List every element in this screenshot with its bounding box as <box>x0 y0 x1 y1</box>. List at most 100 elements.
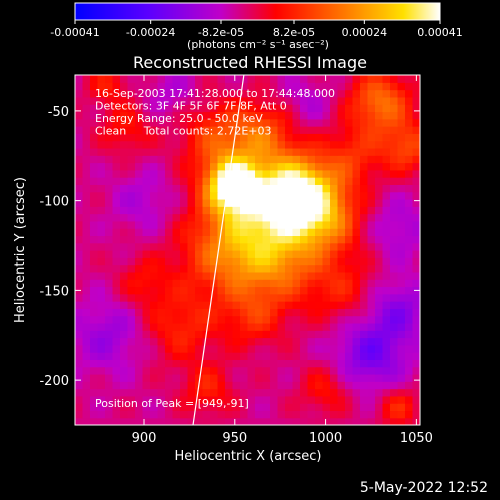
heatmap-cell <box>75 169 84 178</box>
heatmap-cell <box>367 410 376 419</box>
heatmap-cell <box>337 381 346 390</box>
heatmap-cell <box>367 344 376 353</box>
heatmap-cell <box>292 366 301 375</box>
heatmap-cell <box>105 410 114 419</box>
heatmap-cell <box>330 184 339 193</box>
heatmap-cell <box>135 352 144 360</box>
heatmap-cell <box>165 198 174 207</box>
heatmap-cell <box>232 279 241 288</box>
heatmap-cell <box>285 417 294 425</box>
heatmap-cell <box>112 242 121 251</box>
heatmap-cell <box>405 352 414 360</box>
heatmap-cell <box>412 301 420 309</box>
heatmap-cell <box>270 388 279 397</box>
heatmap-cell <box>397 140 406 149</box>
heatmap-cell <box>307 381 316 390</box>
heatmap-cell <box>105 235 114 244</box>
colorbar-tick-label: -0.00024 <box>126 26 175 39</box>
heatmap-cell <box>375 279 384 288</box>
heatmap-cell <box>390 96 399 105</box>
heatmap-cell <box>277 366 286 375</box>
heatmap-cell <box>112 213 121 222</box>
heatmap-cell <box>217 395 226 404</box>
heatmap-cell <box>405 104 414 113</box>
heatmap-cell <box>307 250 316 258</box>
heatmap-cell <box>285 264 294 273</box>
heatmap-cell <box>382 118 391 127</box>
heatmap-cell <box>240 104 249 113</box>
heatmap-cell <box>97 271 106 280</box>
heatmap-cell <box>225 403 234 412</box>
heatmap-cell <box>270 75 279 83</box>
heatmap-cell <box>172 344 181 353</box>
heatmap-cell <box>382 301 391 309</box>
heatmap-cell <box>150 359 159 368</box>
heatmap-cell <box>352 410 361 419</box>
heatmap-cell <box>150 381 159 390</box>
heatmap-cell <box>300 213 309 222</box>
heatmap-cell <box>90 184 99 193</box>
heatmap-cell <box>135 359 144 368</box>
heatmap-cell <box>300 198 309 207</box>
heatmap-cell <box>397 337 406 346</box>
heatmap-cell <box>300 264 309 273</box>
heatmap-cell <box>82 177 91 185</box>
heatmap-cell <box>315 155 324 164</box>
heatmap-cell <box>412 111 420 120</box>
heatmap-cell <box>210 381 219 390</box>
heatmap-cell <box>247 330 256 339</box>
heatmap-cell <box>232 257 241 266</box>
heatmap-cell <box>277 147 286 156</box>
heatmap-cell <box>187 264 196 273</box>
heatmap-cell <box>195 395 204 404</box>
heatmap-cell <box>255 293 264 302</box>
heatmap-cell <box>345 264 354 273</box>
heatmap-cell <box>285 184 294 193</box>
heatmap-cell <box>172 271 181 280</box>
heatmap-cell <box>97 228 106 237</box>
heatmap-cell <box>225 279 234 288</box>
heatmap-cell <box>120 140 129 149</box>
heatmap-cell <box>315 315 324 324</box>
heatmap-cell <box>345 359 354 368</box>
heatmap-cell <box>187 126 196 134</box>
heatmap-cell <box>172 111 181 120</box>
heatmap-cell <box>367 82 376 91</box>
heatmap-cell <box>255 250 264 258</box>
heatmap-cell <box>292 322 301 331</box>
heatmap-cell <box>330 75 339 83</box>
heatmap-cell <box>82 155 91 164</box>
heatmap-cell <box>397 344 406 353</box>
heatmap-cell <box>360 395 369 404</box>
heatmap-cell <box>345 104 354 113</box>
heatmap-cell <box>217 373 226 382</box>
heatmap-cell <box>202 140 211 149</box>
heatmap-cell <box>375 403 384 412</box>
heatmap-cell <box>240 322 249 331</box>
heatmap-cell <box>202 104 211 113</box>
heatmap-cell <box>180 337 189 346</box>
heatmap-cell <box>75 126 84 134</box>
heatmap-cell <box>90 373 99 382</box>
heatmap-cell <box>270 155 279 164</box>
heatmap-cell <box>262 410 271 419</box>
heatmap-cell <box>412 104 420 113</box>
heatmap-cell <box>345 191 354 200</box>
heatmap-cell <box>165 388 174 397</box>
heatmap-cell <box>90 395 99 404</box>
heatmap-cell <box>262 184 271 193</box>
heatmap-cell <box>112 352 121 360</box>
heatmap-cell <box>120 133 129 142</box>
heatmap-cell <box>382 417 391 425</box>
heatmap-cell <box>187 366 196 375</box>
heatmap-cell <box>367 111 376 120</box>
heatmap-cell <box>195 417 204 425</box>
heatmap-cell <box>82 242 91 251</box>
heatmap-cell <box>127 381 136 390</box>
heatmap-cell <box>135 206 144 215</box>
heatmap-cell <box>120 264 129 273</box>
heatmap-cell <box>262 264 271 273</box>
heatmap-cell <box>232 359 241 368</box>
heatmap-cell <box>412 352 420 360</box>
heatmap-cell <box>82 162 91 171</box>
